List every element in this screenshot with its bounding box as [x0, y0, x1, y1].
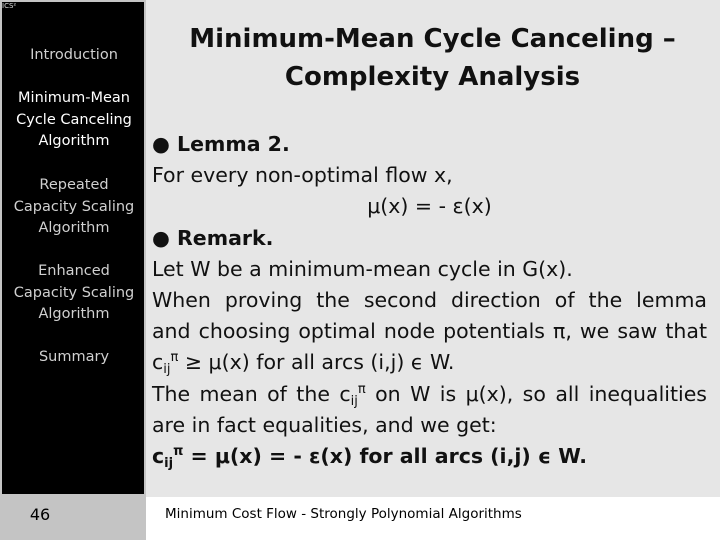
remark-line-5-end: on W is μ(x), so all inequalities — [365, 381, 707, 406]
remark-line-3: and choosing optimal node potentials π, … — [152, 319, 707, 344]
sidebar: ICS² Introduction Minimum-Mean Cycle Can… — [0, 0, 146, 540]
result-symbol: c — [152, 444, 165, 469]
reduced-cost-symbol: c — [152, 350, 164, 375]
remark-line-1: Let W be a minimum-mean cycle in G(x). — [152, 256, 573, 281]
result-superscript: π — [173, 444, 184, 460]
sidebar-item-enhanced-capacity-scaling[interactable]: Enhanced Capacity Scaling Algorithm — [13, 263, 135, 322]
result-subscript: ij — [164, 456, 174, 472]
remark-line-5-superscript: π — [357, 381, 366, 397]
result-text: = μ(x) = - ε(x) for all arcs (i,j) ϵ W. — [183, 444, 587, 469]
sidebar-item-minimum-mean-cycle-canceling[interactable]: Minimum-Mean Cycle Canceling Algorithm — [16, 90, 132, 149]
remark-line-4-text: ≥ μ(x) for all arcs (i,j) ϵ W. — [178, 350, 455, 375]
sidebar-item-summary[interactable]: Summary — [38, 349, 110, 365]
remark-line-2: When proving the second direction of the… — [152, 288, 707, 313]
lemma-heading: ● Lemma 2. — [152, 132, 290, 156]
remark-line-6: are in fact equalities, and we get: — [152, 412, 497, 437]
footer-text: Minimum Cost Flow - Strongly Polynomial … — [165, 506, 522, 522]
slide-body — [146, 0, 720, 540]
reduced-cost-superscript: π — [170, 350, 179, 366]
logo: ICS² — [2, 2, 17, 10]
remark-heading: ● Remark. — [152, 225, 274, 250]
slide-content: ● Lemma 2. For every non-optimal flow x,… — [152, 129, 707, 472]
remark-line-5-start: The mean of the c — [152, 381, 351, 406]
sidebar-item-repeated-capacity-scaling[interactable]: Repeated Capacity Scaling Algorithm — [13, 177, 135, 236]
sidebar-panel: ICS² Introduction Minimum-Mean Cycle Can… — [2, 2, 144, 494]
lemma-formula: μ(x) = - ε(x) — [367, 194, 492, 219]
remark-line-5-subscript: ij — [350, 393, 358, 409]
footer-bar — [146, 497, 720, 540]
sidebar-item-introduction[interactable]: Introduction — [30, 47, 118, 63]
result-line: cijπ = μ(x) = - ε(x) for all arcs (i,j) … — [152, 441, 707, 472]
page-number: 46 — [29, 505, 51, 524]
lemma-statement: For every non-optimal flow x, — [152, 163, 453, 188]
remark-line-4: cijπ ≥ μ(x) for all arcs (i,j) ϵ W. — [152, 347, 707, 378]
reduced-cost-subscript: ij — [163, 362, 171, 378]
remark-line-5: The mean of the cijπ on W is μ(x), so al… — [152, 379, 707, 410]
slide-title: Minimum-Mean Cycle Canceling – Complexit… — [189, 24, 676, 92]
